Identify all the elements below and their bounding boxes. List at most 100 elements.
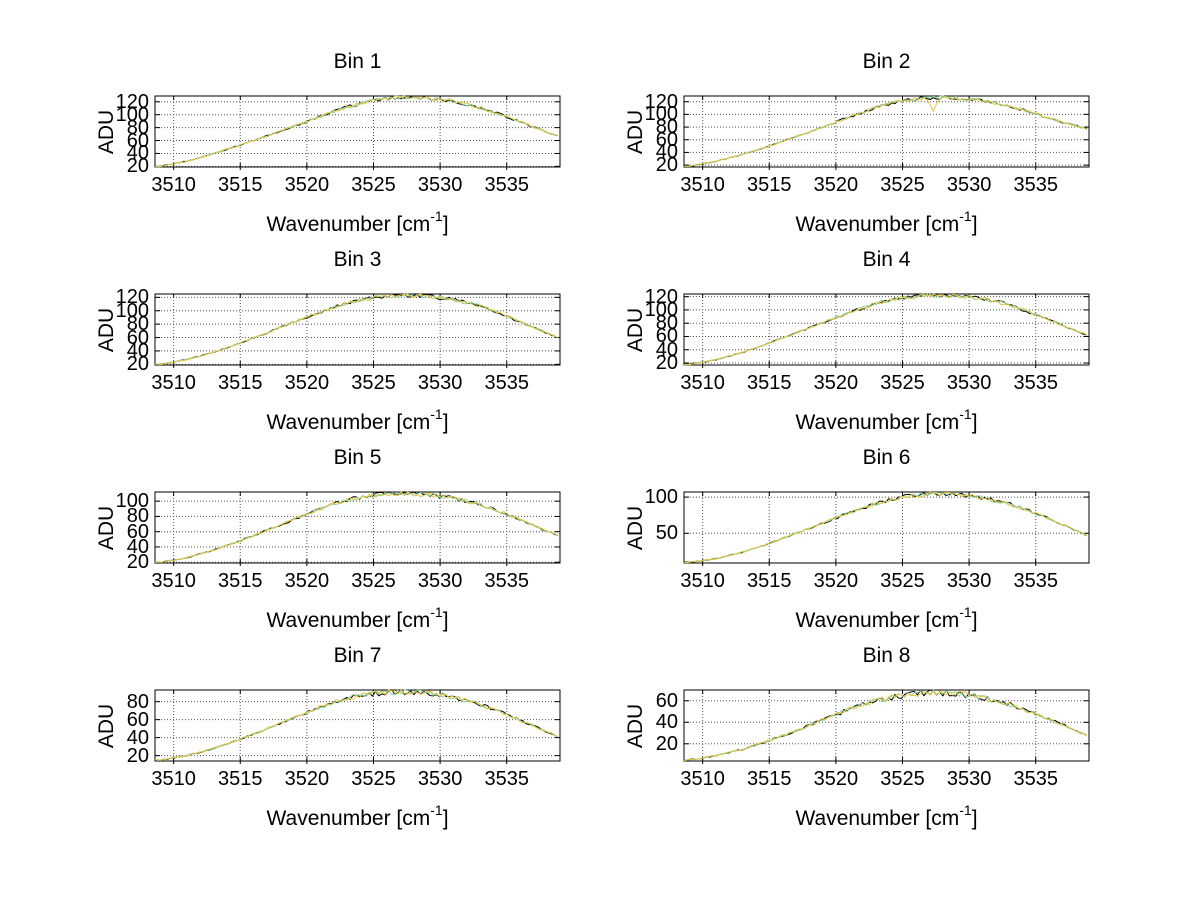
xlabel-superscript: -1: [959, 406, 972, 422]
y-tick-label: 60: [126, 708, 149, 731]
x-axis-label: Wavenumber [cm-1]: [266, 802, 449, 830]
x-tick-label: 3520: [284, 174, 330, 196]
trace-black: [154, 96, 559, 168]
x-tick-label: 3515: [747, 174, 792, 196]
trace-green: [683, 491, 1088, 564]
x-tick-label: 3510: [151, 570, 196, 592]
x-tick-label: 3515: [747, 570, 792, 592]
x-tick-label: 3530: [946, 768, 992, 790]
y-tick-label: 40: [655, 711, 678, 734]
x-tick-label: 3520: [813, 570, 859, 592]
x-axis-label: Wavenumber [cm-1]: [795, 802, 978, 830]
axes-box: [683, 95, 1090, 168]
y-tick-label: 80: [126, 116, 149, 139]
y-tick-label: 100: [644, 486, 678, 509]
x-axis-label: Wavenumber [cm-1]: [795, 604, 978, 632]
trace-green: [683, 293, 1088, 366]
x-tick-label: 3530: [946, 570, 992, 592]
x-tick-label: 3525: [880, 768, 925, 790]
y-tick-label: 40: [126, 726, 149, 749]
trace-green: [154, 293, 559, 365]
x-tick-label: 3515: [218, 570, 263, 592]
x-tick-label: 3535: [1013, 372, 1058, 394]
trace-green: [154, 689, 559, 762]
y-tick-label: 60: [126, 129, 149, 152]
x-tick-label: 3510: [680, 372, 725, 394]
y-tick-label: 100: [644, 298, 678, 321]
trace-black: [154, 491, 559, 564]
plot-title: Bin 7: [333, 644, 382, 667]
y-tick-label: 20: [655, 352, 678, 374]
x-tick-label: 3515: [747, 372, 792, 394]
y-tick-label: 80: [126, 313, 149, 336]
x-tick-label: 3525: [880, 372, 925, 394]
x-tick-label: 3530: [946, 372, 992, 394]
plot-canvas: [683, 689, 1090, 764]
plot-title: Bin 1: [333, 50, 382, 73]
x-tick-label: 3510: [680, 174, 725, 196]
x-tick-label: 3525: [351, 768, 396, 790]
x-tick-label: 3520: [284, 372, 330, 394]
trace-green: [683, 95, 1088, 168]
x-tick-label: 3530: [417, 768, 463, 790]
y-tick-label: 80: [655, 116, 678, 139]
x-tick-label: 3515: [747, 768, 792, 790]
y-tick-label: 80: [126, 505, 149, 528]
x-tick-label: 3515: [218, 372, 263, 394]
trace-green: [683, 689, 1088, 761]
x-tick-label: 3535: [1013, 570, 1058, 592]
x-axis-label: Wavenumber [cm-1]: [266, 406, 449, 434]
x-tick-label: 3520: [813, 372, 859, 394]
x-tick-label: 3510: [680, 570, 725, 592]
trace-green: [154, 491, 559, 563]
x-tick-label: 3510: [151, 174, 196, 196]
y-tick-label: 20: [126, 551, 149, 574]
x-tick-label: 3535: [1013, 768, 1058, 790]
x-tick-label: 3525: [351, 570, 396, 592]
trace-black: [683, 96, 1087, 168]
xlabel-superscript: -1: [959, 208, 972, 224]
axes-box: [154, 689, 561, 762]
trace-green: [154, 96, 558, 168]
xlabel-superscript: -1: [430, 406, 443, 422]
y-axis-label: ADU: [624, 307, 647, 352]
x-tick-label: 3530: [417, 372, 463, 394]
y-tick-label: 120: [644, 285, 678, 308]
trace-yellow: [154, 293, 559, 365]
y-tick-label: 60: [655, 689, 678, 712]
y-tick-label: 40: [655, 141, 678, 164]
trace-yellow: [154, 689, 559, 761]
x-tick-label: 3535: [484, 174, 529, 196]
trace-black: [154, 689, 559, 761]
y-tick-label: 20: [655, 154, 678, 177]
plot-canvas: [154, 95, 561, 170]
y-axis-label: ADU: [95, 703, 118, 748]
plot-title: Bin 3: [333, 248, 382, 271]
y-tick-label: 40: [126, 535, 149, 558]
x-tick-label: 3515: [218, 174, 263, 196]
x-tick-label: 3535: [1013, 174, 1058, 196]
axes-box: [683, 293, 1090, 366]
axes-box: [154, 95, 561, 168]
x-tick-label: 3520: [284, 768, 330, 790]
plot-canvas: [154, 689, 561, 764]
y-tick-label: 40: [126, 339, 149, 362]
x-tick-label: 3525: [880, 174, 925, 196]
y-axis-label: ADU: [95, 307, 118, 352]
x-tick-label: 3510: [151, 768, 196, 790]
x-tick-label: 3530: [946, 174, 992, 196]
y-tick-label: 120: [115, 90, 149, 113]
x-tick-label: 3515: [218, 768, 263, 790]
plot-canvas: [683, 293, 1090, 368]
y-tick-label: 100: [115, 103, 149, 126]
trace-yellow: [683, 690, 1088, 762]
y-tick-label: 120: [644, 90, 678, 113]
y-tick-label: 60: [126, 326, 149, 349]
